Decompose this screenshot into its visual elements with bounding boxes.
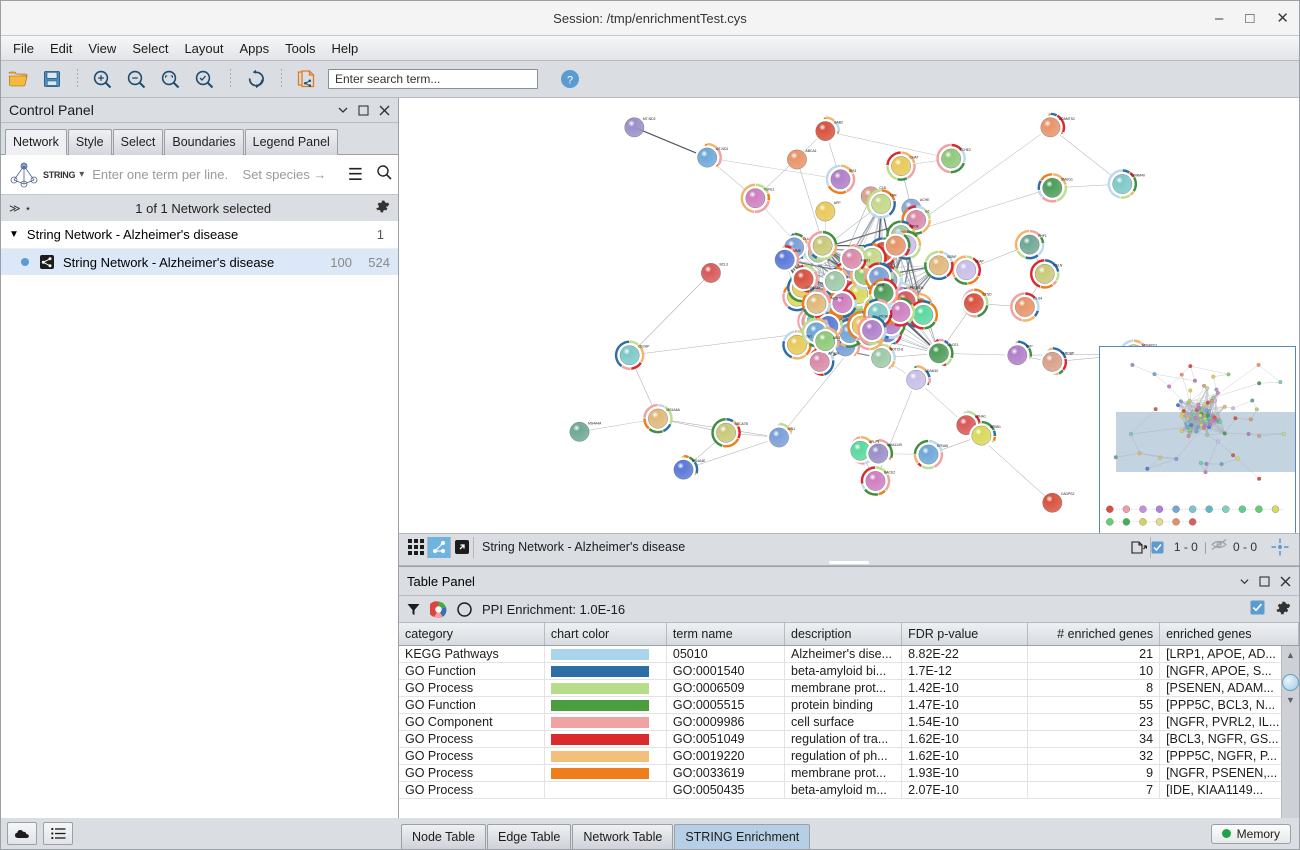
svg-text:NCSTN: NCSTN [831,296,843,300]
svg-text:PHF1: PHF1 [1038,234,1047,238]
svg-text:EFNA5: EFNA5 [937,444,948,448]
svg-text:CYP19A1: CYP19A1 [806,286,821,290]
svg-text:ADAMTS2: ADAMTS2 [1059,117,1075,121]
svg-text:BIN1: BIN1 [788,427,796,431]
svg-text:C1B: C1B [879,186,886,190]
svg-text:MS4A4E: MS4A4E [692,459,706,463]
svg-text:EPHA1: EPHA1 [975,415,986,419]
svg-text:ACHE: ACHE [920,198,930,202]
svg-text:DLG4: DLG4 [1033,296,1042,300]
svg-text:NCT1: NCT1 [861,259,870,263]
svg-text:CADPS2: CADPS2 [1061,492,1075,496]
svg-text:TOMM40: TOMM40 [1131,173,1145,177]
svg-text:ACHE2: ACHE2 [960,148,971,152]
svg-text:CHAT: CHAT [910,156,919,160]
svg-text:BACE2: BACE2 [884,470,895,474]
svg-text:MT-ND2: MT-ND2 [643,117,656,121]
svg-text:BDNF: BDNF [947,255,956,259]
svg-text:MS4A4A: MS4A4A [588,421,602,425]
svg-text:APH1A: APH1A [828,351,840,355]
svg-text:?: ? [567,75,573,87]
svg-text:KIAA1149: KIAA1149 [887,443,902,447]
svg-text:ADAM10: ADAM10 [925,369,939,373]
svg-text:CA1: CA1 [806,334,813,338]
svg-text:PSEN1: PSEN1 [874,283,885,287]
svg-text:APBB1: APBB1 [990,425,1001,429]
svg-text:IRS1: IRS1 [849,169,857,173]
svg-text:RELN: RELN [1053,263,1063,267]
svg-text:ABCA7B: ABCA7B [735,422,749,426]
svg-text:CTSD: CTSD [982,293,992,297]
svg-text:NOTCH1: NOTCH1 [890,347,904,351]
svg-text:MME: MME [793,249,802,253]
svg-text:APP: APP [834,201,842,205]
svg-text:VSNL1: VSNL1 [764,188,775,192]
svg-text:APOE: APOE [910,225,920,229]
svg-text:CLU: CLU [803,237,810,241]
svg-text:GFAP: GFAP [975,260,985,264]
svg-text:BACE1: BACE1 [947,343,958,347]
svg-text:ABI2: ABI2 [833,336,840,340]
svg-text:PSENEN: PSENEN [910,286,924,290]
svg-text:ABCA1: ABCA1 [806,149,817,153]
svg-text:IL6: IL6 [925,209,930,213]
svg-text:BCL3: BCL3 [719,262,728,266]
svg-text:APLP1: APLP1 [869,440,880,444]
svg-text:TNR: TNR [890,193,898,197]
svg-text:GAB2: GAB2 [834,121,843,125]
svg-text:SMUG1: SMUG1 [1061,177,1073,181]
svg-text:SYP: SYP [1026,345,1034,349]
svg-text:CD2AP: CD2AP [638,345,650,349]
svg-text:MS4A6A: MS4A6A [666,408,680,412]
svg-text:TARDBP: TARDBP [1061,351,1075,355]
svg-text:PICALM: PICALM [879,314,892,318]
svg-text:MT-ND1: MT-ND1 [716,147,729,151]
